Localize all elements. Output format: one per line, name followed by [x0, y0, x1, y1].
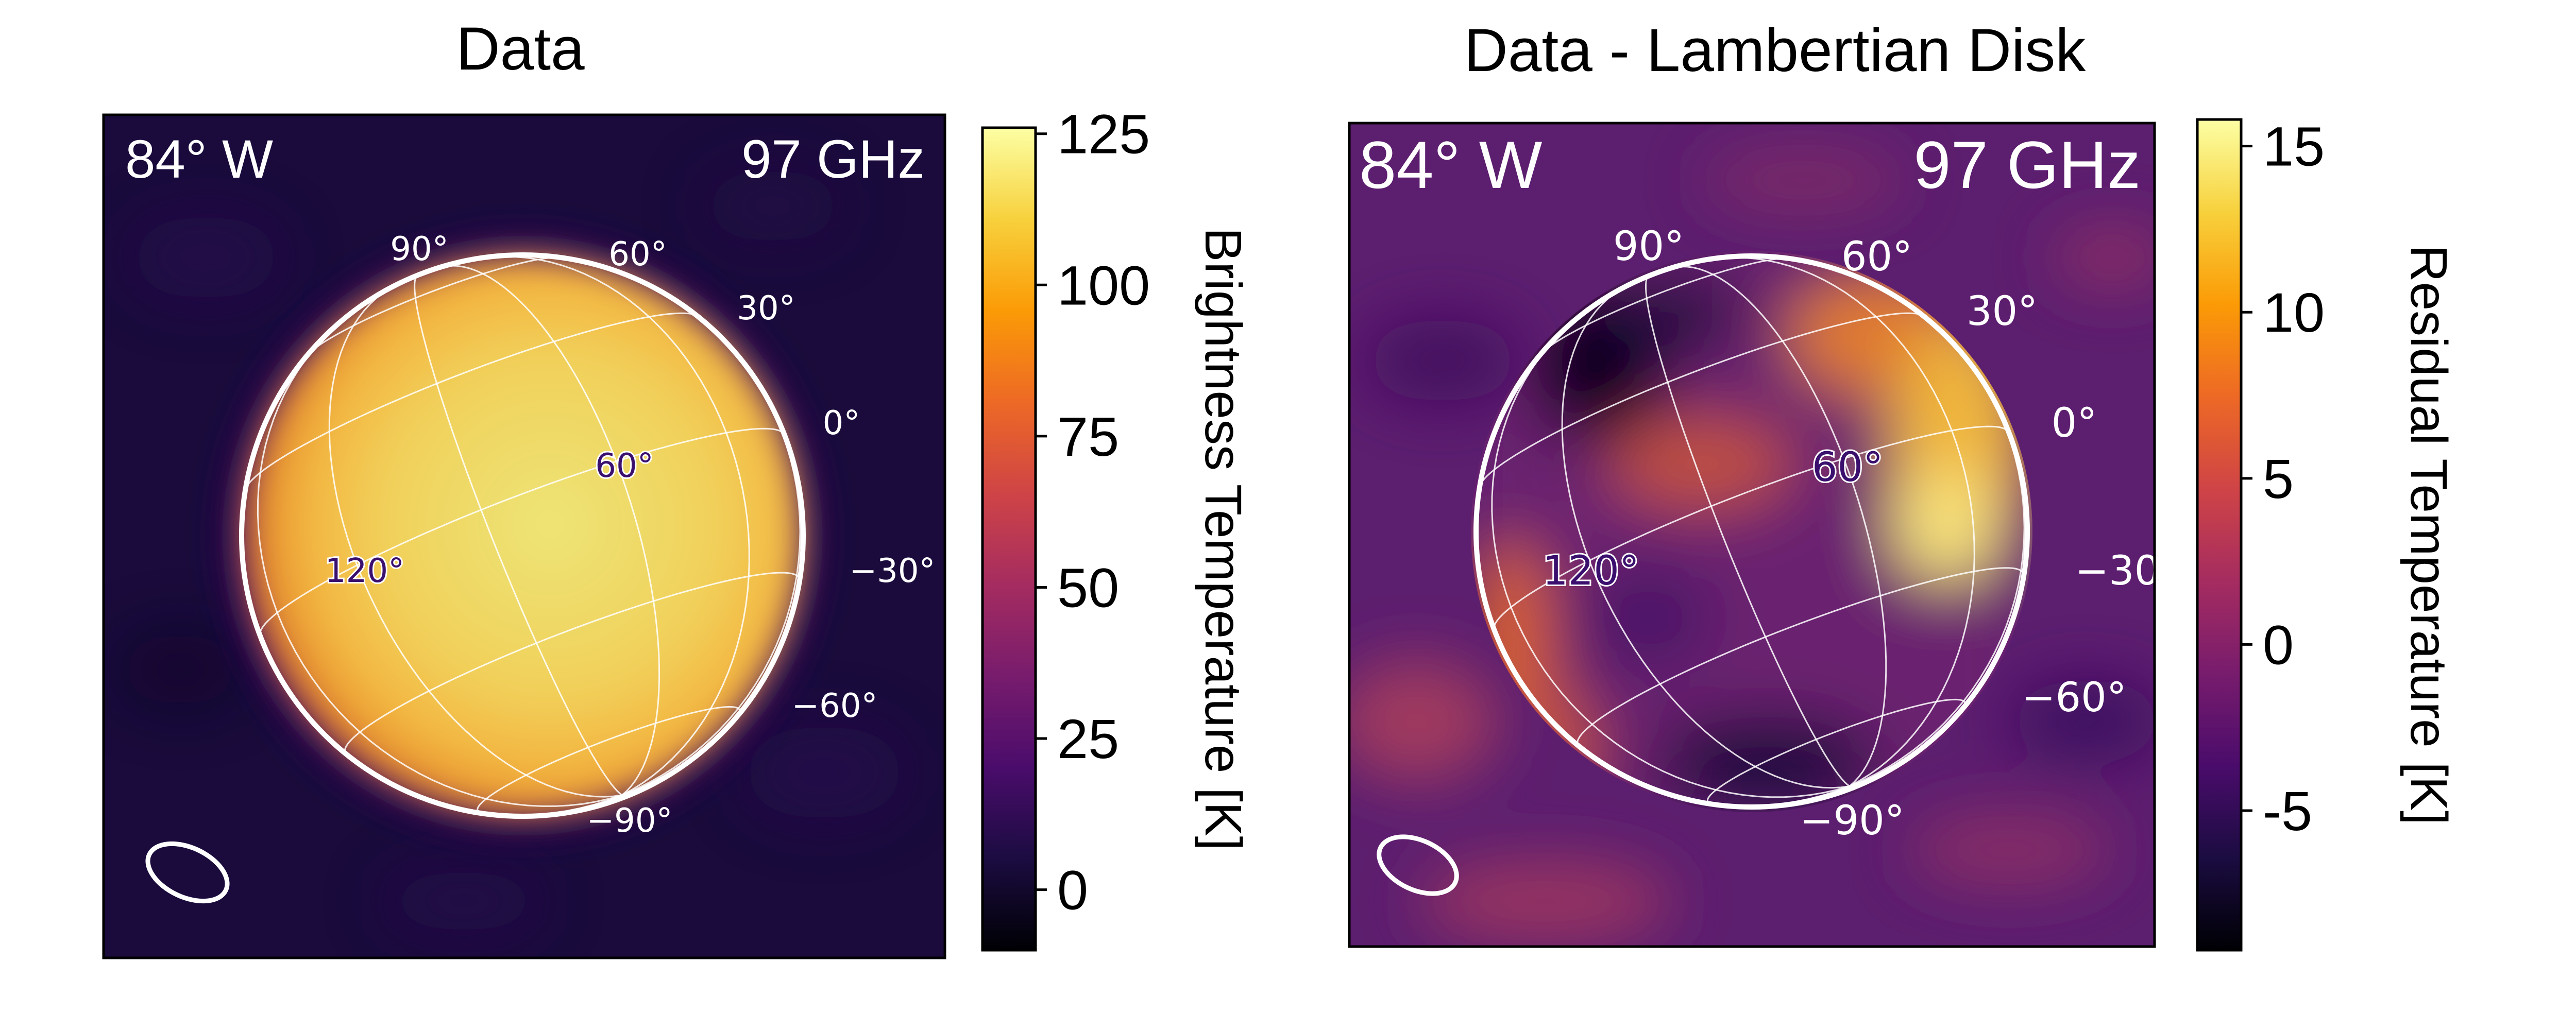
colorbar-tick-label: 125	[1057, 103, 1150, 165]
longitude-label: 120°	[325, 552, 404, 590]
colorbar-tick-label: 25	[1057, 708, 1119, 770]
latitude-line	[259, 427, 786, 637]
frequency-annotation: 97 GHz	[1913, 127, 2141, 202]
longitude-label: 60°	[1812, 444, 1883, 491]
colorbar-tick-label: -5	[2263, 780, 2312, 842]
colorbar: 0 25 50 75 100 125 Brightness Temperature [K]	[981, 103, 1252, 952]
frequency-annotation: 97 GHz	[741, 129, 925, 190]
heatmap-image: 84° W 97 GHz 90° 60° 30° 0° −30 −60° −90° 60° 12…	[1349, 123, 2160, 947]
longitude-annotation: 84° W	[1359, 127, 1543, 202]
latitude-label: −60°	[2022, 675, 2127, 721]
latitude-label: 60°	[608, 235, 667, 273]
panel-data: Data 84° W 97 GHz 90° 60° 30° 0° −30° −60° −90…	[102, 15, 1252, 959]
latitude-label: 90°	[390, 230, 448, 268]
colorbar-label: Brightness Temperature [K]	[1194, 228, 1252, 851]
longitude-line	[328, 287, 622, 798]
latitude-label: −90°	[1800, 798, 1905, 844]
plot-frame	[102, 113, 946, 959]
latitude-label: −30	[2075, 548, 2160, 594]
latitude-line	[1479, 312, 1924, 487]
longitude-line	[1491, 320, 1850, 798]
longitude-annotation: 84° W	[125, 129, 273, 190]
latitude-line	[1493, 425, 2010, 630]
latitude-line	[245, 312, 698, 490]
latitude-line	[1577, 567, 2025, 747]
longitude-line	[1669, 266, 1887, 787]
colorbar-gradient	[2196, 118, 2243, 952]
panel-title: Data - Lambertian Disk	[1464, 16, 2087, 84]
latitude-label: 0°	[2052, 400, 2097, 447]
latitude-label: −30°	[849, 552, 935, 590]
longitude-line	[438, 265, 660, 796]
colorbar-tick-label: 0	[2263, 613, 2294, 676]
colorbar-tick-label: 0	[1057, 859, 1088, 921]
beam-ellipse	[145, 841, 230, 904]
panel-title: Data	[456, 15, 585, 83]
colorbar-tick-label: 5	[2263, 448, 2294, 510]
latitude-line	[307, 256, 561, 355]
colorbar-tick-label: 15	[2263, 115, 2325, 178]
latitude-label: −90°	[586, 802, 672, 840]
latitude-line	[1706, 698, 1967, 805]
disk-outline	[1473, 253, 2030, 810]
latitude-line	[1540, 258, 1790, 355]
colorbar: -5 0 5 10 15 Residual Temperature [K]	[2196, 115, 2458, 952]
latitude-line	[477, 706, 741, 814]
disk-outline	[239, 252, 806, 819]
colorbar-label: Residual Temperature [K]	[2400, 245, 2458, 825]
longitude-line	[1708, 256, 1975, 787]
latitude-label: 0°	[823, 404, 860, 442]
latitude-line	[344, 572, 801, 754]
longitude-line	[414, 274, 623, 796]
heatmap-image: 84° W 97 GHz 90° 60° 30° 0° −30° −60° −90° 60° 1…	[104, 115, 945, 958]
longitude-label: 120°	[1543, 548, 1639, 594]
longitude-line	[479, 255, 750, 796]
longitude-line	[1645, 275, 1850, 787]
colorbar-gradient	[981, 126, 1037, 952]
colorbar-tick-label: 100	[1057, 254, 1150, 316]
longitude-line	[257, 320, 622, 807]
latitude-label: 60°	[1841, 234, 1912, 280]
grid-labels: 90° 60° 30° 0° −30° −60° −90° 60° 120°	[324, 230, 936, 840]
plot-frame	[1348, 122, 2156, 948]
colorbar-tick-label: 50	[1057, 556, 1119, 619]
lat-lon-grid	[1479, 256, 2025, 807]
latitude-label: 30°	[737, 289, 795, 328]
latitude-label: −60°	[791, 687, 877, 725]
latitude-label: 30°	[1967, 288, 2038, 335]
longitude-line	[1561, 287, 1850, 789]
beam-ellipse	[1377, 834, 1459, 896]
panel-residual: Data - Lambertian Disk	[1348, 16, 2458, 952]
latitude-label: 90°	[1613, 224, 1684, 270]
colorbar-tick-label: 75	[1057, 405, 1119, 468]
colorbar-tick-label: 10	[2263, 281, 2325, 344]
longitude-label: 60°	[595, 447, 653, 485]
grid-labels: 90° 60° 30° 0° −30 −60° −90° 60° 120°	[1541, 224, 2160, 844]
